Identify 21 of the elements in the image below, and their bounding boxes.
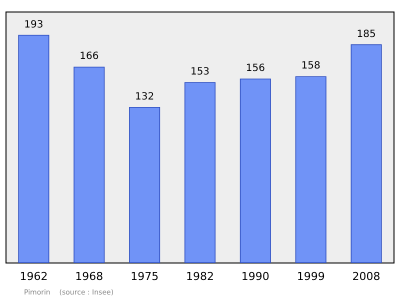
x-tick-label: 1982 — [186, 270, 214, 283]
bar — [74, 66, 105, 263]
bar — [184, 82, 216, 263]
x-tick-label: 1975 — [130, 270, 159, 283]
data-label: 185 — [356, 28, 376, 40]
data-label: 153 — [190, 66, 210, 78]
x-tick-label: 1962 — [20, 270, 48, 283]
x-tick-label: 2008 — [352, 270, 380, 283]
bar — [350, 44, 382, 263]
x-tick-label: 1990 — [241, 270, 270, 283]
bar — [295, 76, 326, 263]
x-tick-label: 1999 — [296, 270, 325, 283]
bar — [18, 34, 50, 263]
data-label: 156 — [246, 63, 265, 74]
bar — [240, 78, 271, 263]
data-label: 193 — [24, 19, 44, 30]
data-label: 132 — [135, 91, 154, 102]
x-tick-label: 1968 — [75, 270, 104, 283]
data-label: 158 — [301, 60, 320, 72]
bar — [129, 106, 160, 263]
data-label: 166 — [80, 51, 99, 62]
